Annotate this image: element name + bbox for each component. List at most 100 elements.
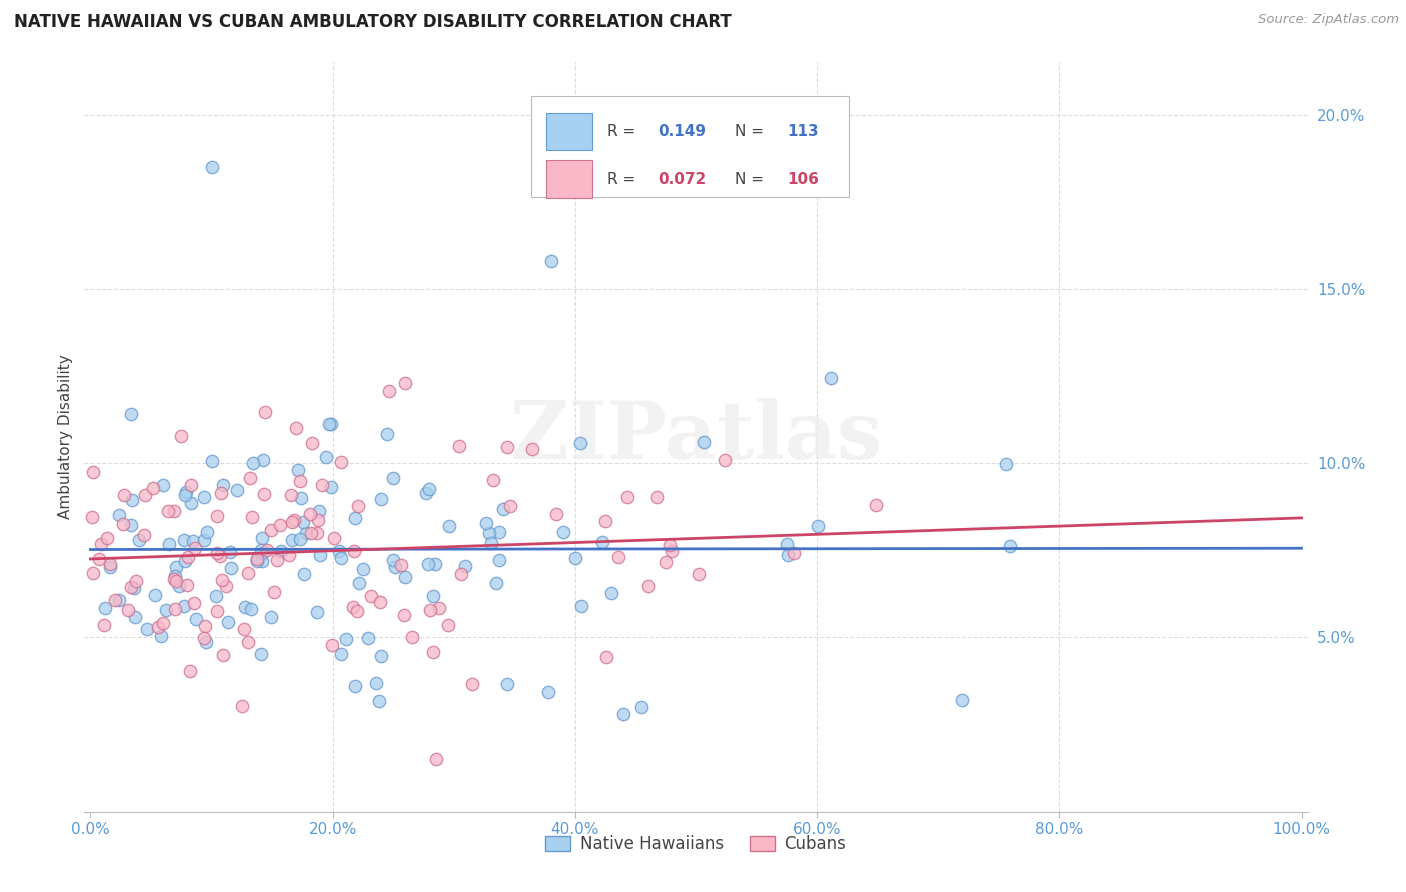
Point	[162, 572, 184, 586]
Point	[93, 601, 115, 615]
FancyBboxPatch shape	[546, 161, 592, 198]
Point	[485, 576, 508, 591]
Point	[637, 579, 659, 593]
Text: ZIPatlas: ZIPatlas	[510, 398, 882, 476]
Point	[394, 570, 416, 584]
Point	[418, 602, 440, 616]
Point	[157, 504, 180, 518]
Point	[425, 752, 447, 766]
Point	[995, 457, 1018, 471]
Point	[370, 491, 392, 506]
Point	[280, 488, 302, 502]
Point	[492, 502, 515, 516]
Text: NATIVE HAWAIIAN VS CUBAN AMBULATORY DISABILITY CORRELATION CHART: NATIVE HAWAIIAN VS CUBAN AMBULATORY DISA…	[14, 13, 731, 31]
Point	[240, 509, 263, 524]
Text: 113: 113	[787, 124, 820, 139]
FancyBboxPatch shape	[546, 112, 592, 150]
Point	[367, 693, 389, 707]
Point	[591, 535, 613, 549]
Point	[194, 619, 217, 633]
Point	[347, 499, 370, 513]
Point	[321, 638, 343, 652]
Point	[305, 526, 328, 541]
Point	[163, 569, 186, 583]
Point	[713, 453, 735, 467]
Point	[568, 435, 591, 450]
Point	[776, 548, 799, 562]
Point	[236, 635, 259, 649]
Point	[612, 707, 634, 722]
Point	[108, 508, 131, 523]
Point	[368, 595, 391, 609]
Point	[120, 518, 142, 533]
Point	[496, 676, 519, 690]
Point	[90, 537, 112, 551]
Point	[453, 558, 475, 573]
Point	[145, 588, 167, 602]
Point	[658, 537, 681, 551]
Point	[343, 679, 366, 693]
Point	[219, 560, 242, 574]
Point	[488, 524, 510, 539]
Point	[215, 579, 238, 593]
Point	[217, 615, 239, 629]
Point	[180, 496, 202, 510]
Point	[461, 676, 484, 690]
Point	[246, 552, 269, 566]
Point	[269, 518, 291, 533]
Point	[415, 486, 437, 500]
FancyBboxPatch shape	[531, 96, 849, 197]
Point	[776, 537, 799, 551]
Point	[315, 450, 337, 464]
Point	[474, 516, 496, 530]
Point	[149, 629, 172, 643]
Point	[193, 631, 215, 645]
Point	[146, 620, 169, 634]
Point	[291, 515, 314, 529]
Point	[599, 585, 621, 599]
Point	[347, 576, 370, 591]
Point	[328, 544, 350, 558]
Point	[124, 610, 146, 624]
Point	[128, 533, 150, 547]
Point	[82, 465, 104, 479]
Point	[370, 648, 392, 663]
Point	[278, 549, 301, 563]
Point	[499, 499, 522, 513]
Point	[335, 632, 357, 646]
Point	[329, 455, 352, 469]
Text: Source: ZipAtlas.com: Source: ZipAtlas.com	[1258, 13, 1399, 27]
Point	[309, 548, 332, 562]
Point	[318, 417, 340, 431]
Point	[693, 435, 716, 450]
Point	[319, 417, 342, 431]
Point	[250, 542, 273, 557]
Point	[616, 490, 638, 504]
Point	[174, 488, 197, 502]
Point	[239, 471, 262, 485]
Point	[450, 567, 472, 582]
Point	[346, 604, 368, 618]
Point	[136, 622, 159, 636]
Point	[292, 566, 315, 581]
Point	[256, 542, 278, 557]
Point	[236, 566, 259, 580]
Point	[287, 463, 309, 477]
Point	[211, 478, 233, 492]
Point	[394, 376, 416, 391]
Point	[152, 615, 174, 630]
Point	[120, 580, 142, 594]
Point	[952, 693, 974, 707]
Point	[482, 473, 505, 487]
Point	[381, 471, 404, 485]
Point	[250, 647, 273, 661]
Point	[343, 510, 366, 524]
Point	[551, 524, 574, 539]
Point	[184, 541, 207, 556]
Point	[179, 664, 201, 678]
Point	[212, 648, 235, 662]
Point	[537, 685, 560, 699]
Point	[193, 490, 215, 504]
Point	[246, 554, 269, 568]
Point	[496, 440, 519, 454]
